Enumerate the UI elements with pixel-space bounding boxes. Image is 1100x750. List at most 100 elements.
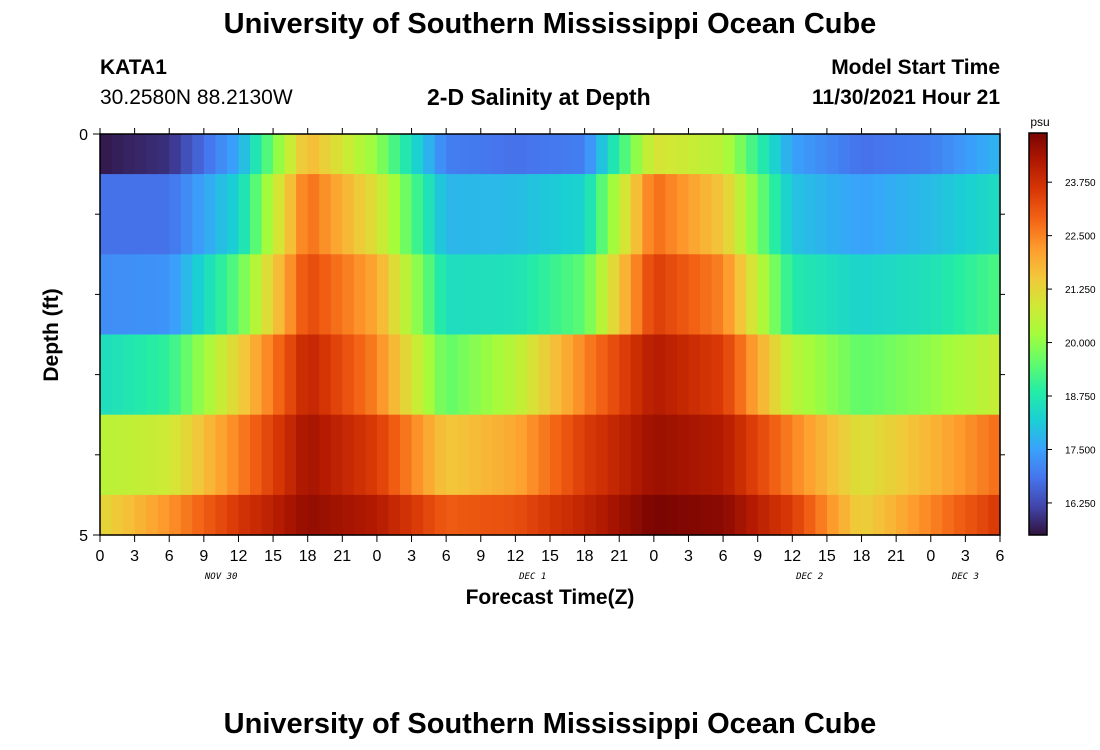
heatmap-cell xyxy=(492,174,505,255)
heatmap-cell xyxy=(342,334,355,416)
heatmap-cell xyxy=(965,494,978,536)
heatmap-cell xyxy=(757,414,770,496)
heatmap-cell xyxy=(365,494,378,536)
heatmap-cell xyxy=(561,334,574,416)
heatmap-cell xyxy=(111,414,124,496)
plot-title: 2-D Salinity at Depth xyxy=(427,84,651,110)
heatmap-cell xyxy=(607,174,620,255)
heatmap-cell xyxy=(423,254,436,336)
heatmap-cell xyxy=(550,414,563,496)
x-axis-label: Forecast Time(Z) xyxy=(466,586,635,609)
heatmap-cell xyxy=(296,334,309,416)
heatmap-cell xyxy=(203,494,216,536)
heatmap-cell xyxy=(192,414,205,496)
heatmap-cell xyxy=(411,334,424,416)
heatmap-cell xyxy=(826,414,840,496)
heatmap-cell xyxy=(457,334,470,416)
heatmap-cell xyxy=(630,254,643,336)
x-tick-label: 3 xyxy=(407,548,416,565)
heatmap-cell xyxy=(307,414,320,496)
colorbar-tick-label: 17.500 xyxy=(1065,445,1096,456)
heatmap-cell xyxy=(492,134,505,175)
heatmap-cell xyxy=(169,254,182,336)
heatmap-cell xyxy=(873,174,886,255)
heatmap-cell xyxy=(365,334,378,416)
heatmap-cell xyxy=(769,174,782,255)
heatmap-cell xyxy=(192,254,205,336)
heatmap-cell xyxy=(884,334,897,416)
heatmap-cell xyxy=(100,334,113,416)
heatmap-cell xyxy=(492,414,505,496)
heatmap-cell xyxy=(711,174,724,255)
heatmap-cell xyxy=(480,494,493,536)
heatmap-cell xyxy=(123,494,136,536)
heatmap-cell xyxy=(850,174,863,255)
heatmap-cell xyxy=(919,254,932,336)
heatmap-cell xyxy=(123,174,136,255)
heatmap-cell xyxy=(780,174,793,255)
heatmap-cell xyxy=(919,134,932,175)
x-tick-label: 0 xyxy=(926,548,935,565)
heatmap-cell xyxy=(780,134,793,175)
heatmap-cell xyxy=(434,134,447,175)
heatmap-cell xyxy=(469,134,482,175)
heatmap-cell xyxy=(319,134,332,175)
x-tick-label: 21 xyxy=(887,548,905,565)
heatmap-cell xyxy=(215,494,228,536)
heatmap-cell xyxy=(976,134,990,175)
heatmap-cell xyxy=(700,174,713,255)
heatmap-cell xyxy=(157,414,170,496)
heatmap-cell xyxy=(296,414,309,496)
heatmap-cell xyxy=(988,254,1001,336)
colorbar-tick-label: 23.750 xyxy=(1065,178,1096,189)
heatmap-cell xyxy=(619,334,632,416)
heatmap-cell xyxy=(296,174,309,255)
x-tick-label: 3 xyxy=(684,548,693,565)
heatmap-cell xyxy=(711,334,724,416)
heatmap-cell xyxy=(388,494,401,536)
heatmap-cell xyxy=(215,134,228,175)
heatmap-cell xyxy=(596,134,609,175)
heatmap-cell xyxy=(838,414,851,496)
heatmap-cell xyxy=(457,134,470,175)
heatmap-cell xyxy=(988,174,1001,255)
heatmap-cell xyxy=(861,494,874,536)
heatmap-cell xyxy=(619,174,632,255)
heatmap-cell xyxy=(100,494,113,536)
heatmap-cell xyxy=(907,134,920,175)
heatmap-cell xyxy=(226,494,240,536)
heatmap-cell xyxy=(469,414,482,496)
heatmap-cell xyxy=(665,134,678,175)
heatmap-cell xyxy=(515,254,528,336)
heatmap-cell xyxy=(353,174,366,255)
colorbar-unit: psu xyxy=(1030,115,1049,129)
heatmap-cell xyxy=(446,174,459,255)
heatmap-cell xyxy=(619,414,632,496)
heatmap-cell xyxy=(526,134,540,175)
heatmap-cell xyxy=(573,414,586,496)
heatmap-cell xyxy=(942,494,955,536)
heatmap-cell xyxy=(988,334,1001,416)
heatmap-cell xyxy=(896,494,909,536)
heatmap-cell xyxy=(319,334,332,416)
heatmap-cell xyxy=(503,254,516,336)
heatmap-cell xyxy=(353,414,366,496)
colorbar-tick-label: 22.500 xyxy=(1065,232,1096,243)
heatmap-cell xyxy=(353,334,366,416)
heatmap-cell xyxy=(619,254,632,336)
heatmap-cell xyxy=(850,254,863,336)
heatmap-cell xyxy=(803,254,816,336)
heatmap-cell xyxy=(803,174,816,255)
x-tick-label: 15 xyxy=(541,548,559,565)
y-axis-label: Depth (ft) xyxy=(40,288,63,381)
heatmap-cell xyxy=(630,334,643,416)
heatmap-cell xyxy=(619,494,632,536)
heatmap-cell xyxy=(146,134,159,175)
heatmap-cell xyxy=(261,134,274,175)
heatmap-cell xyxy=(457,494,470,536)
heatmap-cell xyxy=(111,334,124,416)
heatmap-cell xyxy=(423,414,436,496)
heatmap-cell xyxy=(134,414,147,496)
heatmap-cell xyxy=(538,414,551,496)
heatmap-cell xyxy=(930,334,943,416)
